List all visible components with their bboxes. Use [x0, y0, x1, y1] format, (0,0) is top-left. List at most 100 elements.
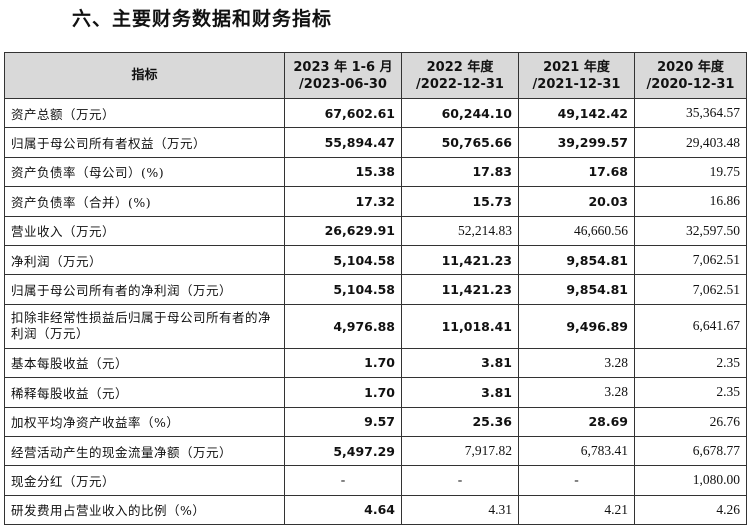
table-row: 归属于母公司所有者的净利润（万元） 5,104.58 11,421.23 9,8…: [4, 274, 747, 305]
row-label: 归属于母公司所有者权益（万元）: [4, 127, 285, 158]
row-label: 营业收入（万元）: [4, 215, 285, 246]
header-2023h1-line1: 2023 年 1-6 月: [293, 59, 393, 75]
cell-2023h1: 5,104.58: [284, 274, 402, 305]
cell-2022: 3.81: [401, 347, 519, 379]
cell-2021: 9,854.81: [518, 244, 635, 276]
cell-2023h1: 55,894.47: [284, 127, 402, 158]
cell-2022: 52,214.83: [401, 215, 519, 246]
row-label: 稀释每股收益（元）: [4, 377, 285, 408]
cell-2021: 3.28: [518, 347, 635, 379]
cell-2020: 32,597.50: [634, 215, 747, 246]
row-label: 资产负债率（母公司）(%): [4, 156, 285, 188]
cell-2022: 7,917.82: [401, 435, 519, 467]
header-2020-line2: /2020-12-31: [646, 76, 735, 92]
table-row: 稀释每股收益（元） 1.70 3.81 3.28 2.35: [4, 377, 747, 408]
header-2021: 2021 年度 /2021-12-31: [518, 52, 635, 99]
cell-2020: 6,678.77: [634, 435, 747, 467]
cell-2021: 46,660.56: [518, 215, 635, 246]
header-2021-line1: 2021 年度: [543, 59, 610, 75]
row-label: 研发费用占营业收入的比例（%）: [4, 494, 285, 526]
cell-2023h1: 5,104.58: [284, 244, 402, 276]
cell-2023h1: 1.70: [284, 377, 402, 408]
cell-2020: 2.35: [634, 347, 747, 379]
cell-2022: 17.83: [401, 156, 519, 188]
header-2021-line2: /2021-12-31: [532, 76, 621, 92]
cell-2020: 4.26: [634, 494, 747, 526]
cell-2022: 4.31: [401, 494, 519, 526]
table-row: 扣除非经常性损益后归属于母公司所有者的净利润（万元） 4,976.88 11,0…: [4, 303, 747, 349]
cell-2021: 4.21: [518, 494, 635, 526]
cell-2020: 1,080.00: [634, 465, 747, 496]
table-row: 资产总额（万元） 67,602.61 60,244.10 49,142.42 3…: [4, 97, 747, 129]
table-row: 加权平均净资产收益率（%） 9.57 25.36 28.69 26.76: [4, 406, 747, 437]
table-header-row: 指标 2023 年 1-6 月 /2023-06-30 2022 年度 /202…: [4, 52, 747, 99]
row-label: 加权平均净资产收益率（%）: [4, 406, 285, 437]
cell-2021: 49,142.42: [518, 97, 635, 129]
table-row: 归属于母公司所有者权益（万元） 55,894.47 50,765.66 39,2…: [4, 127, 747, 158]
cell-2023h1: 26,629.91: [284, 215, 402, 246]
cell-2021: 3.28: [518, 377, 635, 408]
cell-2023h1: 17.32: [284, 186, 402, 217]
table-row: 资产负债率（合并）(%) 17.32 15.73 20.03 16.86: [4, 186, 747, 217]
cell-2021: 9,854.81: [518, 274, 635, 305]
table-row: 研发费用占营业收入的比例（%） 4.64 4.31 4.21 4.26: [4, 494, 747, 526]
cell-2021: 28.69: [518, 406, 635, 437]
cell-2023h1: -: [284, 465, 402, 496]
cell-2020: 29,403.48: [634, 127, 747, 158]
cell-2022: 11,421.23: [401, 274, 519, 305]
row-label: 净利润（万元）: [4, 244, 285, 276]
cell-2023h1: 4.64: [284, 494, 402, 526]
cell-2020: 35,364.57: [634, 97, 747, 129]
row-label: 扣除非经常性损益后归属于母公司所有者的净利润（万元）: [4, 303, 285, 349]
financial-indicators-table: 指标 2023 年 1-6 月 /2023-06-30 2022 年度 /202…: [4, 52, 747, 526]
cell-2023h1: 1.70: [284, 347, 402, 379]
row-label: 归属于母公司所有者的净利润（万元）: [4, 274, 285, 305]
cell-2021: 9,496.89: [518, 303, 635, 349]
section-heading: 六、主要财务数据和财务指标: [72, 8, 333, 30]
table-row: 基本每股收益（元） 1.70 3.81 3.28 2.35: [4, 347, 747, 379]
header-2020-line1: 2020 年度: [657, 59, 724, 75]
table-row: 营业收入（万元） 26,629.91 52,214.83 46,660.56 3…: [4, 215, 747, 246]
cell-2020: 16.86: [634, 186, 747, 217]
row-label: 基本每股收益（元）: [4, 347, 285, 379]
header-2023h1-line2: /2023-06-30: [299, 76, 387, 92]
header-2022: 2022 年度 /2022-12-31: [401, 52, 519, 99]
cell-2022: 11,421.23: [401, 244, 519, 276]
cell-2022: 11,018.41: [401, 303, 519, 349]
cell-2021: 17.68: [518, 156, 635, 188]
cell-2022: 60,244.10: [401, 97, 519, 129]
cell-2023h1: 5,497.29: [284, 435, 402, 467]
cell-2022: 15.73: [401, 186, 519, 217]
header-indicator: 指标: [4, 52, 285, 99]
cell-2023h1: 15.38: [284, 156, 402, 188]
cell-2023h1: 4,976.88: [284, 303, 402, 349]
cell-2022: 3.81: [401, 377, 519, 408]
cell-2022: -: [401, 465, 519, 496]
table-row: 经营活动产生的现金流量净额（万元） 5,497.29 7,917.82 6,78…: [4, 435, 747, 467]
table-row: 资产负债率（母公司）(%) 15.38 17.83 17.68 19.75: [4, 156, 747, 188]
cell-2020: 19.75: [634, 156, 747, 188]
table-row: 净利润（万元） 5,104.58 11,421.23 9,854.81 7,06…: [4, 244, 747, 276]
header-2022-line1: 2022 年度: [426, 59, 494, 75]
row-label: 现金分红（万元）: [4, 465, 285, 496]
row-label: 资产负债率（合并）(%): [4, 186, 285, 217]
cell-2020: 26.76: [634, 406, 747, 437]
cell-2021: -: [518, 465, 635, 496]
cell-2023h1: 67,602.61: [284, 97, 402, 129]
header-2020: 2020 年度 /2020-12-31: [634, 52, 747, 99]
cell-2023h1: 9.57: [284, 406, 402, 437]
cell-2020: 7,062.51: [634, 274, 747, 305]
cell-2021: 39,299.57: [518, 127, 635, 158]
cell-2020: 6,641.67: [634, 303, 747, 349]
cell-2021: 20.03: [518, 186, 635, 217]
cell-2022: 50,765.66: [401, 127, 519, 158]
cell-2022: 25.36: [401, 406, 519, 437]
cell-2020: 7,062.51: [634, 244, 747, 276]
header-2023h1: 2023 年 1-6 月 /2023-06-30: [284, 52, 402, 99]
table-row: 现金分红（万元） - - - 1,080.00: [4, 465, 747, 496]
row-label: 资产总额（万元）: [4, 97, 285, 129]
row-label: 经营活动产生的现金流量净额（万元）: [4, 435, 285, 467]
cell-2021: 6,783.41: [518, 435, 635, 467]
header-2022-line2: /2022-12-31: [416, 76, 504, 92]
cell-2020: 2.35: [634, 377, 747, 408]
